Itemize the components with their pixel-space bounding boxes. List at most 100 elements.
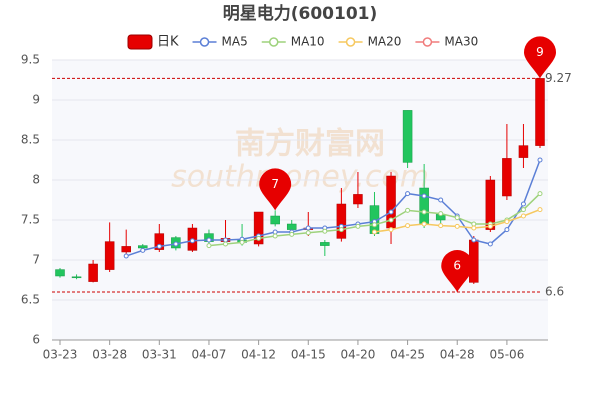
pin-label: 7 — [271, 177, 279, 191]
ma-point — [305, 225, 311, 231]
ma-point — [140, 247, 146, 253]
ma-point — [371, 229, 377, 235]
ma-point — [206, 243, 212, 249]
candle-body — [154, 233, 165, 250]
x-tick-label: 03-28 — [92, 348, 127, 362]
candle-body — [320, 242, 330, 246]
ma-point — [289, 231, 295, 237]
legend-label: MA10 — [291, 35, 325, 49]
legend-label: MA30 — [444, 35, 478, 49]
legend-icon — [345, 37, 356, 47]
candle-body — [71, 276, 82, 279]
legend-icon — [199, 37, 210, 47]
ma-point — [487, 223, 493, 229]
ma-point — [504, 227, 510, 233]
ma-point — [537, 191, 543, 197]
ma-point — [355, 223, 361, 229]
legend-icon — [127, 34, 153, 50]
pin-label: 9 — [536, 45, 544, 59]
y-tick-label: 9 — [32, 93, 40, 107]
legend-label: MA20 — [368, 35, 402, 49]
ma-point — [173, 241, 179, 247]
ma-point — [471, 221, 477, 227]
candle-body — [419, 187, 429, 225]
x-tick-label: 04-12 — [241, 348, 276, 362]
ma-point — [504, 219, 510, 225]
ma-point — [338, 227, 344, 233]
ma-point — [123, 253, 129, 259]
candle-body — [286, 223, 297, 230]
ma-point — [487, 241, 493, 247]
reference-label: 9.27 — [545, 71, 572, 85]
ma-point — [272, 229, 278, 235]
ma-point — [388, 227, 394, 233]
ma-point — [305, 230, 311, 236]
ma-point — [156, 243, 162, 249]
ma-point — [438, 197, 444, 203]
ma-point — [405, 207, 411, 213]
ma-point — [421, 209, 427, 215]
ma-point — [256, 235, 262, 241]
y-tick-label: 6 — [32, 333, 40, 347]
candle-body — [485, 179, 496, 230]
ma-point — [438, 223, 444, 229]
ma-point — [454, 223, 460, 229]
ma-point — [520, 213, 526, 219]
legend-label: MA5 — [222, 35, 248, 49]
x-tick-label: 03-31 — [142, 348, 177, 362]
candle-body — [253, 211, 264, 245]
candle-body — [336, 203, 347, 239]
ma-point — [206, 237, 212, 243]
ma-point — [272, 233, 278, 239]
candle-body — [270, 215, 280, 225]
x-tick-label: 04-20 — [340, 348, 375, 362]
pin — [441, 250, 474, 292]
x-tick-label: 03-23 — [43, 348, 78, 362]
x-tick-label: 04-07 — [192, 348, 227, 362]
ma-point — [322, 228, 328, 234]
pin — [259, 168, 292, 211]
candle-body — [502, 158, 512, 197]
ma-line — [125, 159, 541, 257]
candle-body — [518, 145, 529, 158]
y-tick-label: 8 — [32, 173, 40, 187]
watermark: 南方财富网 — [235, 127, 385, 162]
chart-title: 明星电力(600101) — [223, 3, 378, 24]
ma-point — [537, 207, 543, 213]
legend-icon — [422, 37, 433, 47]
ma-point — [223, 237, 229, 243]
pin — [524, 36, 556, 79]
y-tick-label: 7.5 — [21, 213, 40, 227]
x-tick-label: 04-15 — [291, 348, 326, 362]
watermark: southmoney.com — [171, 160, 429, 195]
ma-point — [421, 193, 427, 199]
x-tick-label: 04-28 — [440, 348, 475, 362]
plot-area — [52, 60, 548, 340]
ma-point — [405, 223, 411, 229]
ma-point — [405, 191, 411, 197]
candle-body — [402, 110, 413, 163]
ma-point — [471, 237, 477, 243]
candle-body — [88, 263, 98, 282]
ma-point — [438, 211, 444, 217]
candle-body — [353, 194, 363, 205]
ma-point — [371, 222, 377, 228]
ma-point — [388, 209, 394, 215]
legend-icon — [268, 37, 279, 47]
pin-label: 6 — [453, 259, 461, 273]
y-tick-label: 8.5 — [21, 133, 40, 147]
ma-point — [421, 221, 427, 227]
y-tick-label: 7 — [32, 253, 40, 267]
candle-body — [104, 241, 115, 270]
ma-point — [471, 225, 477, 231]
candle-body — [535, 78, 545, 146]
candle-body — [55, 269, 65, 277]
legend-label: 日K — [157, 35, 179, 50]
ma-point — [388, 217, 394, 223]
reference-label: 6.6 — [545, 285, 564, 299]
ma-point — [537, 157, 543, 163]
candle-body — [121, 246, 131, 253]
y-tick-label: 6.5 — [21, 293, 40, 307]
x-tick-label: 04-25 — [390, 348, 425, 362]
